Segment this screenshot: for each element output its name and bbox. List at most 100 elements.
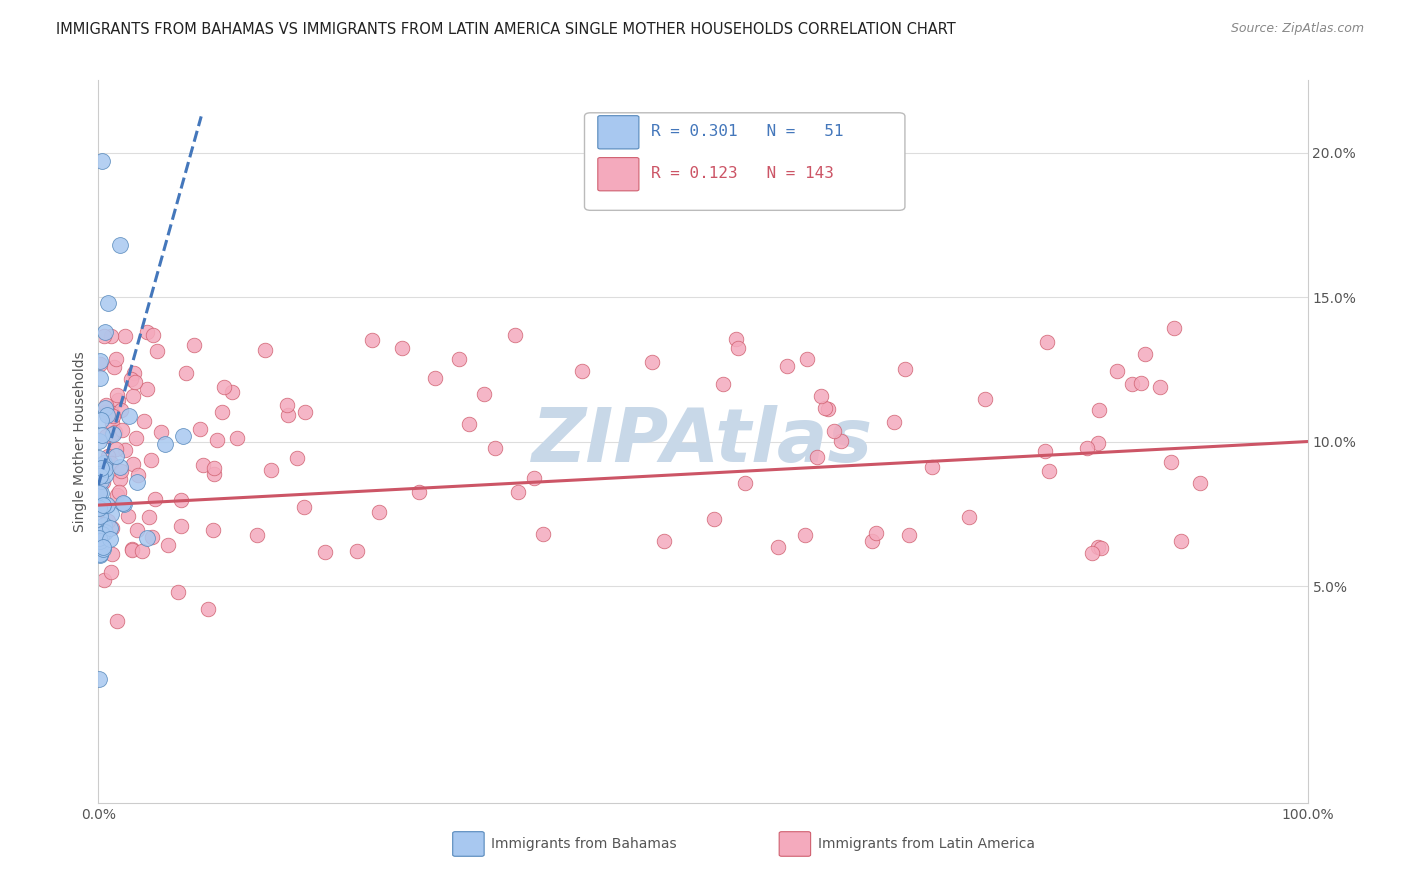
Point [97,449,120,463]
Point [131,544,153,558]
Point [101,409,124,423]
Point [91,475,114,490]
Point [100,427,122,442]
Point [814,401,837,416]
Point [894,361,917,376]
Point [117,509,139,524]
Point [408,485,430,500]
Point [727,342,749,356]
Point [111,495,134,509]
Point [89,357,111,371]
Point [711,376,734,391]
Point [1076,441,1098,455]
Point [810,389,832,403]
Point [105,352,128,367]
Point [87,531,110,545]
Point [974,392,997,407]
Point [830,434,852,448]
Point [110,472,132,486]
Point [1107,364,1129,378]
Point [1129,376,1152,390]
Point [121,541,143,556]
Point [89,502,111,516]
Text: R = 0.123   N = 143: R = 0.123 N = 143 [651,166,834,181]
Text: Immigrants from Latin America: Immigrants from Latin America [818,837,1035,851]
Point [360,333,382,347]
Point [127,475,149,489]
Point [368,505,391,519]
Point [211,405,233,419]
Point [314,545,336,559]
Point [98,521,121,535]
Point [1033,444,1056,458]
Point [246,528,269,542]
Text: Immigrants from Bahamas: Immigrants from Bahamas [492,837,678,851]
Point [294,405,316,419]
Point [91,542,114,557]
Point [1081,546,1104,560]
Point [794,528,817,542]
Point [107,485,129,500]
Point [135,531,157,545]
Point [136,325,159,339]
Point [90,154,112,169]
Point [423,370,446,384]
Point [94,468,117,483]
Point [124,431,146,445]
Point [139,453,162,467]
Point [1188,476,1211,491]
Text: Source: ZipAtlas.com: Source: ZipAtlas.com [1230,22,1364,36]
Point [898,527,921,541]
Point [796,352,818,367]
Point [523,471,546,485]
Point [101,547,124,561]
Point [132,413,155,427]
Point [183,338,205,352]
Point [97,295,120,310]
Point [90,527,112,541]
Point [170,519,193,533]
Point [91,499,114,513]
Point [90,413,112,427]
Point [89,371,111,385]
Point [122,389,145,403]
Point [150,425,173,439]
Point [174,366,197,380]
Point [100,507,122,521]
Point [449,351,471,366]
Point [921,460,943,475]
Point [1135,347,1157,361]
Point [101,426,124,441]
Point [90,541,112,556]
Point [110,238,132,252]
Point [641,355,664,369]
Point [285,450,308,465]
Point [93,574,115,588]
Point [89,500,111,515]
Point [89,508,111,523]
Point [156,538,179,552]
Point [104,449,127,463]
Point [104,425,127,439]
Point [1087,436,1109,450]
Point [169,492,191,507]
Point [253,343,276,357]
Point [1088,403,1111,417]
Point [93,499,115,513]
Point [141,530,163,544]
Point [391,341,413,355]
Point [89,548,111,562]
Point [120,372,142,386]
Point [100,565,122,579]
Point [93,329,115,343]
Point [776,359,799,373]
Point [111,423,134,437]
Point [1121,376,1143,391]
Point [114,329,136,343]
Point [94,429,117,443]
Point [1087,540,1109,554]
Point [101,406,124,420]
Point [225,430,247,444]
Point [860,533,883,548]
Point [104,442,127,457]
